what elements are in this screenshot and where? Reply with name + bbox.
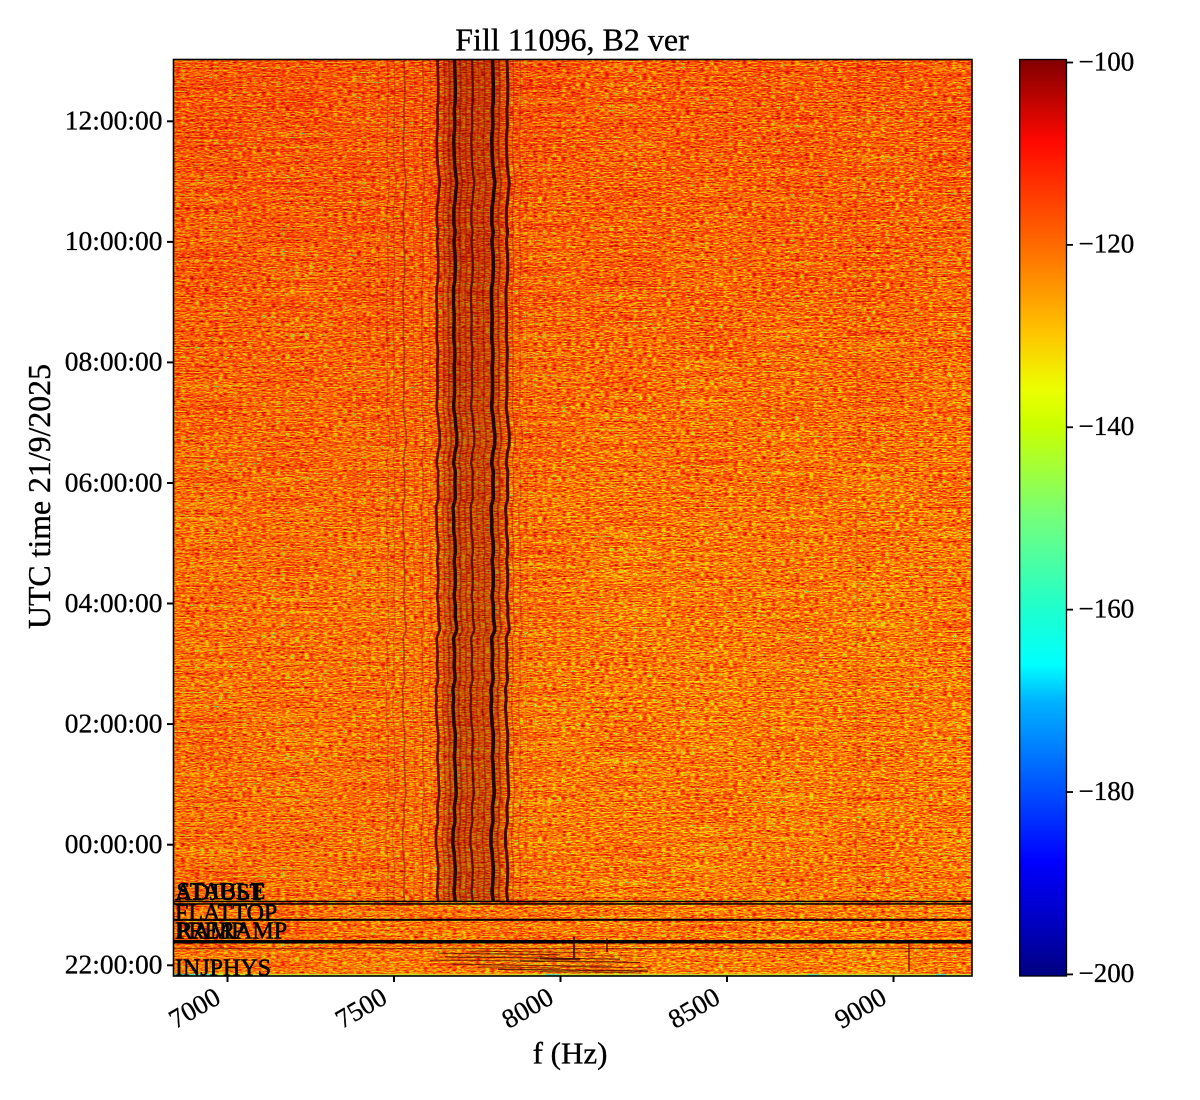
svg-text:00:00:00: 00:00:00 [65,828,163,859]
svg-text:02:00:00: 02:00:00 [65,707,163,738]
svg-text:−120: −120 [1079,229,1135,259]
svg-text:−180: −180 [1079,776,1135,806]
svg-text:FLATTOP: FLATTOP [175,900,277,926]
svg-text:8500: 8500 [663,982,725,1035]
svg-text:PRERAMP: PRERAMP [175,918,287,944]
svg-text:−100: −100 [1079,46,1135,76]
svg-text:Fill 11096, B2 ver: Fill 11096, B2 ver [455,22,689,58]
svg-text:08:00:00: 08:00:00 [65,346,163,377]
svg-text:UTC time 21/9/2025: UTC time 21/9/2025 [22,364,57,629]
svg-text:7500: 7500 [330,982,392,1035]
svg-text:STABLE: STABLE [177,879,266,905]
svg-text:−140: −140 [1079,411,1135,441]
svg-text:12:00:00: 12:00:00 [65,105,163,136]
svg-text:RAMP: RAMP [177,918,245,944]
svg-text:10:00:00: 10:00:00 [65,225,163,256]
svg-text:INJPHYS: INJPHYS [175,955,271,981]
svg-text:7000: 7000 [164,982,226,1035]
svg-text:−160: −160 [1079,593,1135,623]
svg-text:04:00:00: 04:00:00 [65,587,163,618]
svg-text:8000: 8000 [497,982,559,1035]
svg-text:22:00:00: 22:00:00 [65,949,163,980]
svg-text:06:00:00: 06:00:00 [65,466,163,497]
svg-text:f (Hz): f (Hz) [533,1036,608,1071]
svg-text:ADJUST: ADJUST [175,880,265,906]
svg-text:−200: −200 [1079,958,1135,988]
svg-text:9000: 9000 [830,982,892,1035]
